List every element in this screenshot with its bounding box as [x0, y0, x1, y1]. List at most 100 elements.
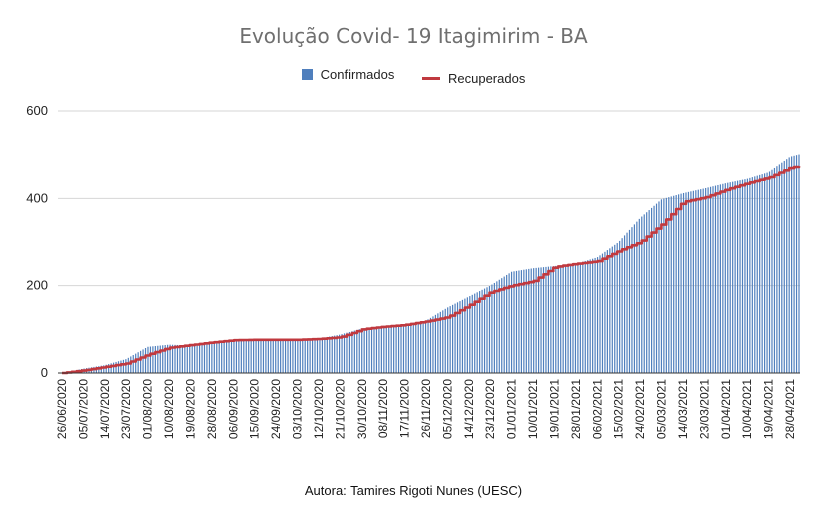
confirmados-bar	[795, 155, 798, 373]
confirmados-bar	[311, 338, 314, 373]
confirmados-bar	[638, 218, 640, 373]
x-tick-label: 05/03/2021	[655, 379, 669, 439]
confirmados-bar	[348, 331, 351, 373]
confirmados-bar	[496, 281, 498, 373]
confirmados-bar	[503, 276, 505, 373]
confirmados-bar	[334, 335, 336, 373]
confirmados-bar	[685, 192, 687, 373]
confirmados-bar	[255, 339, 257, 373]
confirmados-bar	[388, 325, 390, 373]
confirmados-bar	[577, 263, 579, 373]
x-tick-label: 06/02/2021	[590, 379, 604, 439]
confirmados-bar	[658, 201, 660, 373]
confirmados-bar	[373, 326, 375, 373]
x-tick-label: 23/12/2020	[483, 379, 497, 439]
recuperados-line-layer	[62, 165, 801, 375]
confirmados-bar	[189, 345, 191, 373]
confirmados-bar	[225, 340, 228, 373]
confirmados-bar	[501, 278, 503, 373]
confirmados-bar	[491, 284, 493, 373]
y-tick-label: 200	[26, 278, 48, 293]
confirmados-bar	[682, 192, 685, 373]
confirmados-bar	[235, 339, 238, 373]
confirmados-bar	[309, 338, 311, 373]
confirmados-bar	[533, 268, 535, 373]
confirmados-bar	[609, 248, 611, 373]
confirmados-bar	[766, 172, 768, 373]
x-tick-label: 10/08/2020	[162, 379, 176, 439]
confirmados-bar	[459, 301, 461, 373]
confirmados-bar	[751, 177, 753, 373]
confirmados-bar	[167, 344, 169, 373]
confirmados-bar	[147, 346, 149, 373]
confirmados-bar	[144, 348, 147, 373]
confirmados-bar	[791, 156, 793, 373]
confirmados-bar	[739, 180, 741, 373]
confirmados-bar	[493, 282, 495, 373]
confirmados-bar	[424, 320, 427, 373]
confirmados-bar	[164, 345, 166, 373]
confirmados-bar	[238, 339, 240, 373]
confirmados-bar	[680, 193, 682, 373]
confirmados-bar	[518, 270, 520, 373]
confirmados-bar	[375, 326, 378, 373]
confirmados-bar	[289, 339, 292, 373]
confirmados-bar	[714, 185, 717, 373]
confirmados-bar	[574, 263, 577, 373]
confirmados-bar	[562, 265, 564, 373]
confirmados-bar	[525, 269, 527, 373]
confirmados-bar	[655, 203, 658, 373]
confirmados-bar	[749, 177, 751, 373]
confirmados-bar	[198, 343, 201, 373]
confirmados-bar	[356, 329, 358, 373]
confirmados-bar	[343, 333, 346, 373]
confirmados-bar	[705, 187, 707, 373]
confirmados-bar	[169, 344, 171, 373]
confirmados-bar	[110, 363, 112, 373]
x-tick-label: 10/01/2021	[526, 379, 540, 439]
confirmados-bar	[137, 352, 139, 373]
confirmados-bar	[233, 339, 235, 373]
confirmados-bar	[456, 302, 459, 373]
confirmados-bar	[464, 298, 466, 373]
confirmados-bar	[589, 259, 591, 373]
confirmados-bar	[734, 181, 736, 373]
confirmados-bar	[606, 250, 608, 373]
confirmados-bar	[702, 188, 704, 373]
confirmados-bar	[724, 183, 726, 373]
confirmados-bar	[759, 174, 761, 373]
confirmados-bar	[194, 344, 196, 373]
confirmados-bar	[515, 270, 518, 373]
confirmados-bar	[756, 175, 758, 373]
confirmados-bar	[599, 255, 601, 373]
confirmados-bar	[135, 353, 137, 373]
confirmados-bar	[461, 299, 464, 373]
confirmados-bar	[508, 273, 510, 373]
confirmados-bar	[397, 324, 400, 373]
confirmados-bar	[636, 221, 638, 373]
confirmados-bar	[125, 359, 127, 373]
confirmados-bar	[211, 341, 213, 373]
confirmados-bar	[206, 342, 208, 373]
confirmados-bar	[744, 179, 746, 373]
confirmados-bar	[793, 155, 795, 373]
confirmados-bar	[331, 336, 333, 373]
confirmados-bar	[201, 343, 203, 373]
confirmados-bar	[690, 191, 692, 373]
confirmados-bar	[709, 186, 712, 373]
confirmados-bar	[299, 339, 301, 373]
y-tick-label: 0	[41, 365, 48, 380]
confirmados-bar	[245, 339, 247, 373]
x-tick-label: 30/10/2020	[355, 379, 369, 439]
confirmados-bar	[228, 339, 230, 373]
confirmados-bar	[213, 341, 215, 373]
legend-item-recuperados: Recuperados	[422, 71, 525, 86]
confirmados-bar	[437, 313, 439, 373]
x-tick-label: 28/01/2021	[569, 379, 583, 439]
confirmados-bar	[321, 337, 324, 373]
confirmados-bar	[604, 251, 606, 373]
confirmados-bar	[454, 303, 456, 373]
confirmados-bar	[159, 345, 161, 373]
confirmados-bar	[621, 238, 623, 373]
x-tick-label: 14/07/2020	[98, 379, 112, 439]
